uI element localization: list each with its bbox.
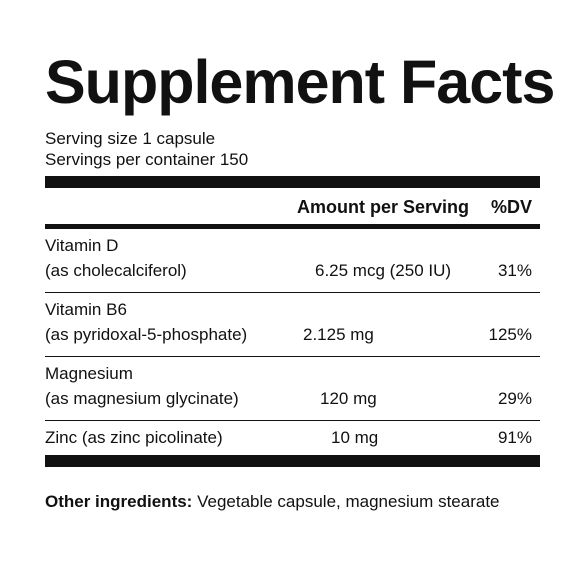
nutrient-row-zinc: Zinc (as zinc picolinate) 10 mg 91% (45, 421, 540, 455)
nutrient-name: Zinc (as zinc picolinate) (45, 428, 223, 447)
serving-info: Serving size 1 capsule Servings per cont… (45, 128, 540, 170)
column-header-row: Amount per Serving %DV (45, 188, 540, 224)
divider-thin (45, 292, 540, 293)
other-ingredients-text: Vegetable capsule, magnesium stearate (192, 492, 500, 511)
nutrient-row-magnesium: Magnesium (as magnesium glycinate) 120 m… (45, 357, 540, 420)
divider-thin (45, 356, 540, 357)
nutrient-name: Vitamin B6 (45, 300, 127, 319)
nutrient-dv: 91% (497, 428, 532, 447)
other-ingredients: Other ingredients: Vegetable capsule, ma… (45, 489, 515, 515)
divider-thick-bottom (45, 455, 540, 467)
nutrient-amount: 2.125 mg (303, 325, 374, 344)
divider-thin (45, 420, 540, 421)
panel-title: Supplement Facts (45, 48, 555, 116)
nutrient-source: (as pyridoxal-5-phosphate) (45, 325, 248, 344)
nutrient-dv: 125% (488, 325, 532, 344)
nutrient-amount: 6.25 mcg (250 IU) (315, 261, 452, 280)
serving-size: Serving size 1 capsule (45, 129, 216, 148)
nutrient-source: (as magnesium glycinate) (45, 389, 239, 408)
nutrient-amount: 10 mg (331, 428, 379, 447)
nutrient-dv: 29% (497, 389, 532, 408)
divider-medium (45, 224, 540, 229)
supplement-facts-panel: Supplement Facts Serving size 1 capsule … (45, 48, 555, 515)
servings-per-container: Servings per container 150 (45, 150, 249, 169)
nutrient-name: Vitamin D (45, 236, 119, 255)
nutrient-row-vitamin-d: Vitamin D (as cholecalciferol) 6.25 mcg … (45, 229, 540, 292)
nutrient-amount: 120 mg (320, 389, 377, 408)
amount-per-serving-header: Amount per Serving (296, 197, 469, 217)
nutrient-dv: 31% (497, 261, 532, 280)
other-ingredients-label: Other ingredients: (45, 492, 193, 511)
nutrient-source: (as cholecalciferol) (45, 261, 187, 280)
daily-value-header: %DV (490, 197, 532, 217)
nutrient-row-vitamin-b6: Vitamin B6 (as pyridoxal-5-phosphate) 2.… (45, 293, 540, 356)
divider-thick-top (45, 176, 540, 188)
nutrient-name: Magnesium (45, 364, 133, 383)
